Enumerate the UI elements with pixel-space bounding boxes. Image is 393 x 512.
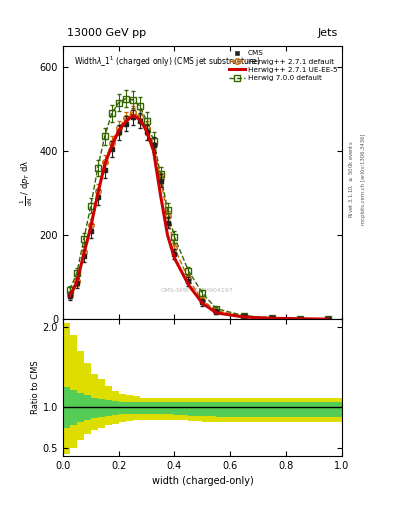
Text: mcplots.cern.ch [arXiv:1306.3436]: mcplots.cern.ch [arXiv:1306.3436] [361,134,366,225]
X-axis label: width (charged-only): width (charged-only) [152,476,253,486]
Text: Rivet 3.1.10, $\geq$ 500k events: Rivet 3.1.10, $\geq$ 500k events [348,140,356,218]
Legend: CMS, Herwig++ 2.7.1 default, Herwig++ 2.7.1 UE-EE-5, Herwig 7.0.0 default: CMS, Herwig++ 2.7.1 default, Herwig++ 2.… [226,48,340,84]
Y-axis label: Ratio to CMS: Ratio to CMS [31,360,40,414]
Text: Width$\lambda\_1^1$ (charged only) (CMS jet substructure): Width$\lambda\_1^1$ (charged only) (CMS … [74,54,261,69]
Text: CMS-SMP-21-TH904197: CMS-SMP-21-TH904197 [161,288,233,293]
Text: 13000 GeV pp: 13000 GeV pp [67,28,146,38]
Y-axis label: $\mathregular{\frac{1}{dN}}$ / $\mathregular{d}p_T$ $\mathregular{d\lambda}$: $\mathregular{\frac{1}{dN}}$ / $\mathreg… [19,159,35,206]
Text: Jets: Jets [318,28,338,38]
